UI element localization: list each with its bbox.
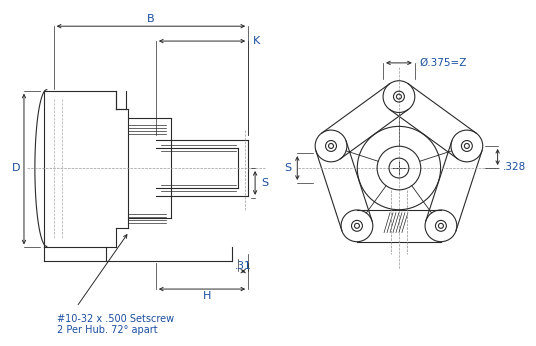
Text: H: H: [203, 291, 211, 301]
Text: S: S: [261, 178, 268, 188]
Text: D: D: [12, 163, 20, 173]
Text: #10-32 x .500 Setscrew
2 Per Hub. 72° apart: #10-32 x .500 Setscrew 2 Per Hub. 72° ap…: [57, 314, 174, 336]
Text: B: B: [147, 14, 155, 24]
Text: K: K: [252, 36, 260, 46]
Text: S: S: [284, 163, 292, 173]
Text: .328: .328: [503, 162, 526, 172]
Text: Ø.375=Z: Ø.375=Z: [420, 58, 467, 68]
Text: .31: .31: [235, 261, 251, 271]
